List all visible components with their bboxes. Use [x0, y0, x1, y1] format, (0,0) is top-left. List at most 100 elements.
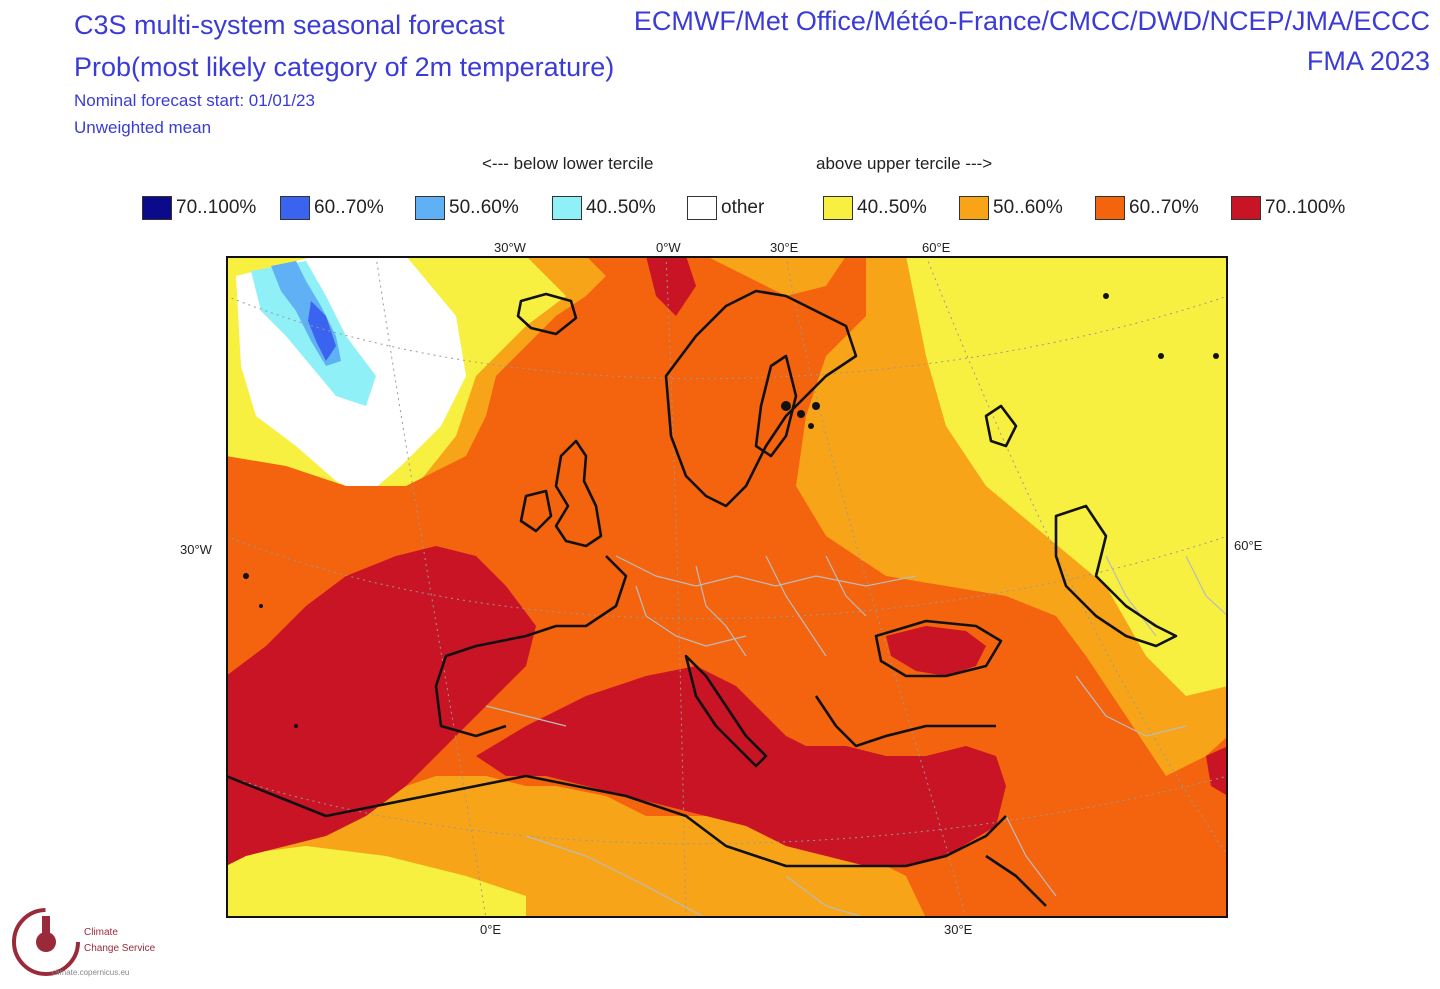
- legend-swatch: [687, 196, 717, 220]
- border-line: [635, 585, 747, 647]
- lake-mark: [812, 402, 820, 410]
- zone-yellow-southwest: [226, 846, 526, 918]
- zone-yellow-northeast: [906, 256, 1228, 696]
- graticule-line: [925, 256, 1228, 857]
- legend-item-other: other: [687, 194, 764, 222]
- map-title: C3S multi-system seasonal forecast: [74, 10, 505, 40]
- border-line: [695, 565, 747, 657]
- color-legend: 70..100% 60..70% 50..60% 40..50% other 4…: [142, 194, 1372, 224]
- coastline-ireland: [519, 489, 553, 533]
- legend-swatch: [552, 196, 582, 220]
- coastline-italy: [684, 654, 768, 768]
- border-line: [1075, 675, 1187, 737]
- coastline-africa: [226, 774, 1007, 868]
- legend-label: 60..70%: [314, 197, 384, 218]
- coastline-caspian: [1054, 504, 1178, 648]
- legend-swatch: [823, 196, 853, 220]
- legend-item-below-40-50: 40..50%: [552, 194, 656, 222]
- axis-label-bottom-0e: 0°E: [480, 922, 502, 937]
- axis-label-top-30w: 30°W: [494, 240, 526, 255]
- forecast-period: FMA 2023: [1306, 46, 1430, 76]
- above-tercile-label: above upper tercile --->: [816, 154, 993, 173]
- legend-label: 60..70%: [1129, 197, 1199, 218]
- legend-swatch: [415, 196, 445, 220]
- zone-red-north-atlantic: [646, 256, 696, 316]
- legend-label: other: [721, 197, 765, 218]
- legend-label: 70..100%: [1265, 197, 1346, 218]
- graticule-line: [375, 256, 487, 918]
- coastline-iceland: [516, 292, 578, 336]
- axis-label-right-60e: 60°E: [1234, 538, 1263, 553]
- logo-ring: [12, 908, 80, 976]
- legend-swatch: [280, 196, 310, 220]
- legend-item-above-50-60: 50..60%: [959, 194, 1063, 222]
- island-mark: [1103, 293, 1109, 299]
- legend-item-below-50-60: 50..60%: [415, 194, 519, 222]
- island-mark: [294, 724, 298, 728]
- legend-label: 70..100%: [176, 197, 257, 218]
- border-line: [785, 875, 867, 918]
- legend-swatch: [959, 196, 989, 220]
- coastline-black-sea: [874, 619, 1003, 678]
- zone-blue-60-70: [308, 301, 336, 361]
- border-line: [765, 555, 827, 657]
- map-frame: [226, 256, 1228, 918]
- legend-swatch: [1231, 196, 1261, 220]
- graticule-line: [785, 256, 967, 918]
- logo-bar: [42, 916, 50, 944]
- graticule-line: [226, 535, 1228, 620]
- below-tercile-label: <--- below lower tercile: [482, 154, 654, 173]
- legend-swatch: [142, 196, 172, 220]
- lake-mark: [797, 410, 805, 418]
- legend-label: 40..50%: [586, 197, 656, 218]
- coastline-gulf-bothnia: [754, 354, 798, 458]
- border-line: [825, 555, 867, 617]
- legend-label: 40..50%: [857, 197, 927, 218]
- border-line: [615, 555, 917, 587]
- map-subtitle: Prob(most likely category of 2m temperat…: [74, 52, 615, 82]
- coastline-britain: [554, 439, 603, 548]
- legend-item-above-40-50: 40..50%: [823, 194, 927, 222]
- zone-red-black-sea: [886, 626, 986, 676]
- legend-item-above-70-100: 70..100%: [1231, 194, 1345, 222]
- zone-red-mediterranean: [476, 666, 1006, 866]
- zone-red-red-sea: [1206, 746, 1228, 796]
- border-line: [1005, 815, 1057, 897]
- logo-text-url: climate.copernicus.eu: [52, 968, 130, 977]
- coastline-scandinavia: [664, 289, 858, 508]
- axis-label-top-0w: 0°W: [656, 240, 681, 255]
- legend-swatch: [1095, 196, 1125, 220]
- mean-type-text: Unweighted mean: [74, 118, 212, 137]
- axis-label-bottom-30e: 30°E: [944, 922, 973, 937]
- axis-label-left-30w: 30°W: [180, 542, 212, 557]
- border-line: [1185, 555, 1228, 617]
- border-line: [485, 705, 567, 727]
- lake-mark: [808, 423, 814, 429]
- logo-text-line1: Climate: [84, 927, 118, 938]
- border-line: [1105, 555, 1157, 637]
- zone-red-atlantic: [226, 546, 536, 866]
- logo-text-line2: Change Service: [84, 943, 156, 954]
- graticule-line: [665, 256, 687, 918]
- coastline-greece-turkey: [814, 695, 996, 748]
- coastline-red-sea: [985, 854, 1047, 907]
- island-mark: [1213, 353, 1219, 359]
- border-line: [525, 835, 707, 918]
- coastline-europe-west: [434, 555, 628, 738]
- lake-mark: [781, 401, 791, 411]
- forecast-map: [226, 256, 1228, 918]
- legend-item-below-70-100: 70..100%: [142, 194, 256, 222]
- legend-item-above-60-70: 60..70%: [1095, 194, 1199, 222]
- island-mark: [243, 573, 249, 579]
- coastlines: [226, 289, 1178, 907]
- country-borders: [485, 555, 1228, 918]
- axis-label-top-30e: 30°E: [770, 240, 799, 255]
- legend-label: 50..60%: [993, 197, 1063, 218]
- forecast-start-text: Nominal forecast start: 01/01/23: [74, 91, 315, 110]
- legend-item-below-60-70: 60..70%: [280, 194, 384, 222]
- island-mark: [1158, 353, 1164, 359]
- legend-label: 50..60%: [449, 197, 519, 218]
- climate-service-logo-icon: [12, 908, 80, 976]
- axis-label-top-60e: 60°E: [922, 240, 951, 255]
- forecast-centres: ECMWF/Met Office/Météo-France/CMCC/DWD/N…: [633, 6, 1430, 36]
